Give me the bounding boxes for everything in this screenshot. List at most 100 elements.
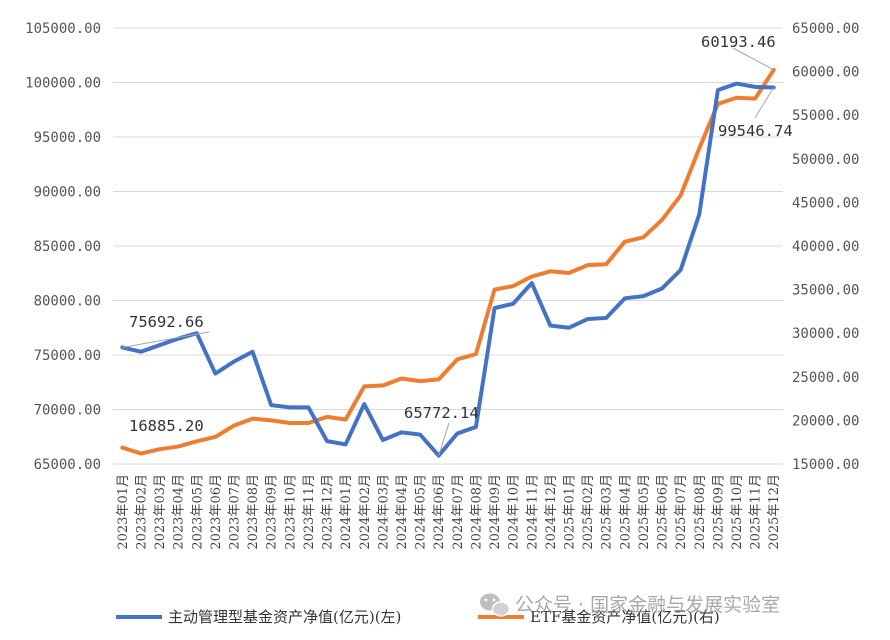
left-tick-label: 75000.00 bbox=[34, 348, 101, 364]
data-point-etf bbox=[661, 219, 663, 221]
right-tick-label: 25000.00 bbox=[792, 370, 859, 386]
data-point-etf bbox=[214, 436, 216, 438]
x-tick-label: 2025年10月 bbox=[730, 474, 745, 550]
data-point-etf bbox=[475, 353, 477, 355]
x-tick-label: 2024年05月 bbox=[414, 474, 429, 550]
annotation-right-start: 16885.20 bbox=[129, 417, 204, 435]
legend: 主动管理型基金资产净值(亿元)(左) ETF基金资产净值(亿元)(右) bbox=[116, 608, 720, 626]
watermark: 公众号 · 国家金融与发展实验室 bbox=[480, 593, 780, 617]
x-tick-label: 2023年10月 bbox=[283, 474, 298, 550]
x-tick-label: 2023年01月 bbox=[116, 474, 131, 550]
left-tick-label: 80000.00 bbox=[34, 294, 101, 310]
data-point-etf bbox=[140, 452, 142, 455]
left-tick-label: 65000.00 bbox=[34, 457, 101, 473]
left-tick-label: 105000.00 bbox=[25, 21, 101, 37]
left-tick-label: 70000.00 bbox=[34, 403, 101, 419]
watermark-text: 公众号 · 国家金融与发展实验室 bbox=[515, 594, 780, 616]
x-tick-label: 2023年08月 bbox=[246, 474, 261, 550]
x-tick-label: 2023年06月 bbox=[209, 474, 224, 550]
right-tick-label: 50000.00 bbox=[792, 152, 859, 168]
data-point-active-funds bbox=[568, 327, 570, 329]
x-tick-label: 2023年12月 bbox=[321, 474, 336, 550]
right-tick-label: 20000.00 bbox=[792, 413, 859, 429]
data-point-etf bbox=[680, 194, 682, 197]
annotation-group: 75692.66 16885.20 65772.14 60193.46 9954… bbox=[122, 33, 793, 456]
data-point-active-funds bbox=[233, 360, 235, 363]
x-tick-label: 2025年11月 bbox=[749, 474, 764, 550]
data-point-etf bbox=[382, 384, 384, 387]
data-point-etf bbox=[642, 236, 645, 238]
left-tick-label: 100000.00 bbox=[25, 76, 101, 92]
x-tick-label: 2024年08月 bbox=[469, 474, 484, 550]
data-point-active-funds bbox=[326, 440, 328, 442]
data-point-active-funds bbox=[400, 431, 403, 433]
x-tick-label: 2024年04月 bbox=[395, 474, 410, 550]
x-tick-label: 2025年01月 bbox=[562, 474, 577, 550]
data-point-etf bbox=[568, 272, 570, 274]
data-point-active-funds bbox=[549, 324, 551, 327]
data-point-active-funds bbox=[270, 404, 272, 406]
x-tick-label: 2025年05月 bbox=[637, 474, 652, 550]
gridlines bbox=[113, 27, 783, 465]
data-point-etf bbox=[363, 385, 365, 387]
x-axis: 2023年01月 2023年02月 2023年03月 2023年04月 2023年05月… bbox=[116, 474, 782, 550]
data-point-active-funds bbox=[512, 303, 514, 305]
left-tick-label: 85000.00 bbox=[34, 239, 101, 255]
data-point-etf bbox=[549, 270, 551, 272]
data-point-etf bbox=[326, 416, 328, 418]
x-tick-label: 2024年12月 bbox=[544, 474, 559, 550]
right-tick-label: 15000.00 bbox=[792, 457, 859, 473]
data-point-active-funds bbox=[586, 318, 589, 320]
data-point-active-funds bbox=[345, 443, 347, 445]
x-tick-label: 2023年03月 bbox=[153, 474, 168, 550]
data-point-active-funds bbox=[531, 282, 533, 284]
right-tick-label: 55000.00 bbox=[792, 108, 859, 124]
data-point-active-funds bbox=[158, 344, 161, 346]
x-tick-label: 2025年07月 bbox=[674, 474, 689, 550]
x-tick-label: 2023年02月 bbox=[134, 474, 149, 550]
data-point-active-funds bbox=[661, 287, 663, 290]
data-point-active-funds bbox=[754, 86, 756, 88]
annotation-left-min: 65772.14 bbox=[404, 404, 479, 422]
data-point-etf bbox=[698, 147, 700, 149]
x-tick-label: 2024年06月 bbox=[432, 474, 447, 550]
leader-line-left-end bbox=[754, 87, 775, 119]
data-point-active-funds bbox=[419, 433, 421, 436]
data-point-etf bbox=[624, 241, 626, 243]
data-point-active-funds bbox=[680, 269, 682, 271]
data-point-active-funds bbox=[475, 426, 477, 428]
data-point-etf bbox=[586, 264, 589, 266]
series-line-etf bbox=[120, 67, 776, 456]
x-tick-label: 2023年09月 bbox=[265, 474, 280, 550]
data-point-active-funds bbox=[493, 307, 496, 309]
data-point-active-funds bbox=[605, 317, 607, 319]
data-point-active-funds bbox=[456, 432, 458, 435]
data-point-active-funds bbox=[735, 82, 738, 85]
x-tick-label: 2025年08月 bbox=[693, 474, 708, 550]
x-tick-label: 2024年02月 bbox=[358, 474, 373, 550]
data-point-etf bbox=[605, 263, 607, 265]
right-tick-label: 40000.00 bbox=[792, 239, 859, 255]
data-point-active-funds bbox=[196, 332, 198, 334]
right-tick-label: 30000.00 bbox=[792, 326, 859, 342]
data-point-etf bbox=[512, 285, 514, 287]
wechat-icon bbox=[480, 593, 511, 617]
data-point-active-funds bbox=[214, 372, 216, 375]
data-point-etf bbox=[289, 422, 291, 424]
data-point-etf bbox=[345, 418, 347, 421]
annotation-left-end: 99546.74 bbox=[718, 122, 793, 140]
data-point-active-funds bbox=[698, 213, 700, 215]
data-point-etf bbox=[233, 425, 235, 427]
left-tick-label: 95000.00 bbox=[34, 130, 101, 146]
x-tick-label: 2024年03月 bbox=[376, 474, 391, 550]
x-tick-label: 2025年12月 bbox=[767, 474, 782, 550]
data-point-etf bbox=[121, 446, 123, 449]
data-point-etf bbox=[754, 98, 756, 100]
right-tick-label: 65000.00 bbox=[792, 21, 859, 37]
data-point-etf bbox=[493, 289, 496, 291]
x-tick-label: 2024年07月 bbox=[451, 474, 466, 550]
leader-line-left-min bbox=[438, 422, 450, 456]
legend-label-etf: ETF基金资产净值(亿元)(右) bbox=[530, 608, 720, 626]
right-tick-label: 35000.00 bbox=[792, 283, 859, 299]
